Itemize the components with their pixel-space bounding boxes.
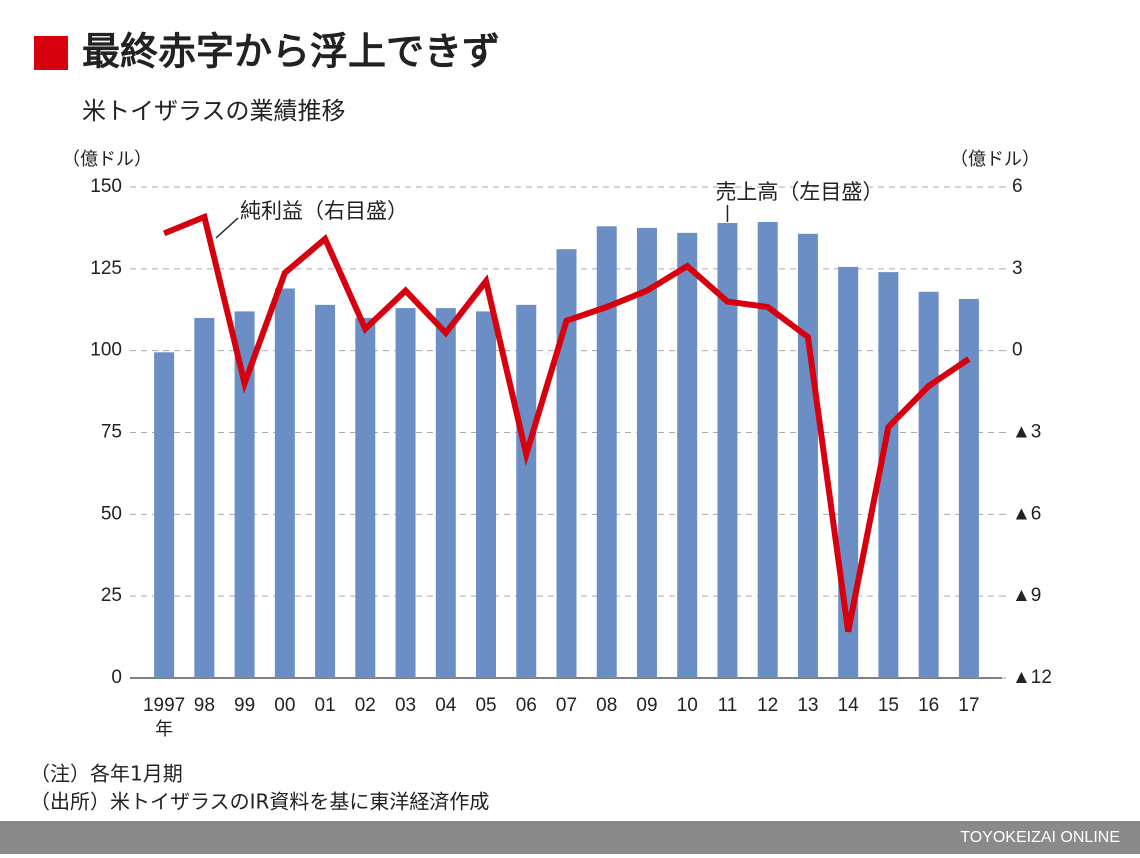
bar bbox=[636, 227, 657, 678]
bar bbox=[194, 317, 215, 678]
y-tick-label: 25 bbox=[101, 585, 122, 606]
title-marker bbox=[34, 36, 68, 70]
x-tick-label: 00 bbox=[274, 695, 295, 716]
note: （出所）米トイザラスのIR資料を基に東洋経済作成 bbox=[30, 790, 489, 814]
x-tick-label: 07 bbox=[556, 695, 577, 716]
x-tick-label: 01 bbox=[315, 695, 336, 716]
y-tick-label: 0 bbox=[111, 667, 122, 688]
x-tick-label: 09 bbox=[636, 695, 657, 716]
bar bbox=[677, 232, 698, 678]
chart-title: 最終赤字から浮上できず bbox=[82, 30, 500, 74]
y-tick-label: 150 bbox=[90, 176, 122, 197]
x-tick-label: 02 bbox=[355, 695, 376, 716]
bar bbox=[154, 352, 175, 678]
y2-tick-label: 0 bbox=[1012, 340, 1023, 361]
bar bbox=[797, 233, 818, 679]
bar bbox=[435, 308, 456, 678]
x-tick-label: 16 bbox=[918, 695, 939, 716]
x-tick-label: 14 bbox=[838, 695, 860, 716]
note: （注）各年1月期 bbox=[30, 762, 183, 786]
footer: TOYOKEIZAI ONLINE bbox=[960, 829, 1120, 846]
y-tick-label: 75 bbox=[101, 422, 122, 443]
y2-tick-label: 6 bbox=[1012, 176, 1023, 197]
x-tick-label: 99 bbox=[234, 695, 255, 716]
subtitle: 米トイザラスの業績推移 bbox=[82, 97, 346, 125]
bar bbox=[918, 291, 939, 678]
bar bbox=[274, 288, 295, 678]
bar bbox=[717, 223, 738, 679]
y2-tick-label: ▲3 bbox=[1012, 422, 1041, 443]
y2-tick-label: ▲12 bbox=[1012, 667, 1052, 688]
x-tick-label: 13 bbox=[797, 695, 818, 716]
bar bbox=[757, 222, 778, 679]
x-tick-label: 98 bbox=[194, 695, 215, 716]
x-tick-label: 04 bbox=[435, 695, 457, 716]
bar bbox=[596, 226, 617, 678]
x-tick-label: 06 bbox=[516, 695, 537, 716]
bar bbox=[395, 308, 416, 678]
y2-tick-label: ▲9 bbox=[1012, 585, 1041, 606]
y-unit: （億ドル） bbox=[62, 149, 152, 170]
x-tick-label: 03 bbox=[395, 695, 416, 716]
bar bbox=[234, 311, 255, 678]
annotation: 売上高（左目盛） bbox=[715, 180, 883, 204]
x-tick-label: 1997 bbox=[143, 695, 185, 716]
line bbox=[162, 212, 971, 633]
y-tick-label: 100 bbox=[90, 340, 122, 361]
y-tick-label: 50 bbox=[101, 503, 122, 524]
bar bbox=[556, 249, 577, 678]
x-tick-label: 17 bbox=[958, 695, 979, 716]
y-tick-label: 125 bbox=[90, 258, 122, 279]
bar bbox=[476, 311, 497, 678]
x-tick-label: 08 bbox=[596, 695, 617, 716]
footer-bar bbox=[0, 821, 1140, 854]
y2-tick-label: 3 bbox=[1012, 258, 1023, 279]
y2-tick-label: ▲6 bbox=[1012, 503, 1041, 524]
x-tick-label: 15 bbox=[878, 695, 899, 716]
y2-unit: （億ドル） bbox=[950, 149, 1040, 170]
bar bbox=[958, 298, 979, 678]
x-tick-label: 12 bbox=[757, 695, 778, 716]
bar bbox=[516, 304, 537, 678]
bar bbox=[315, 304, 336, 678]
bar bbox=[355, 317, 376, 678]
annotation: 純利益（右目盛） bbox=[240, 199, 408, 223]
bar bbox=[878, 272, 899, 678]
x-tick-label: 10 bbox=[677, 695, 698, 716]
x-tick-label: 11 bbox=[718, 695, 738, 716]
annotation-leader bbox=[215, 217, 239, 239]
x-year-unit: 年 bbox=[155, 719, 173, 740]
x-tick-label: 05 bbox=[475, 695, 496, 716]
